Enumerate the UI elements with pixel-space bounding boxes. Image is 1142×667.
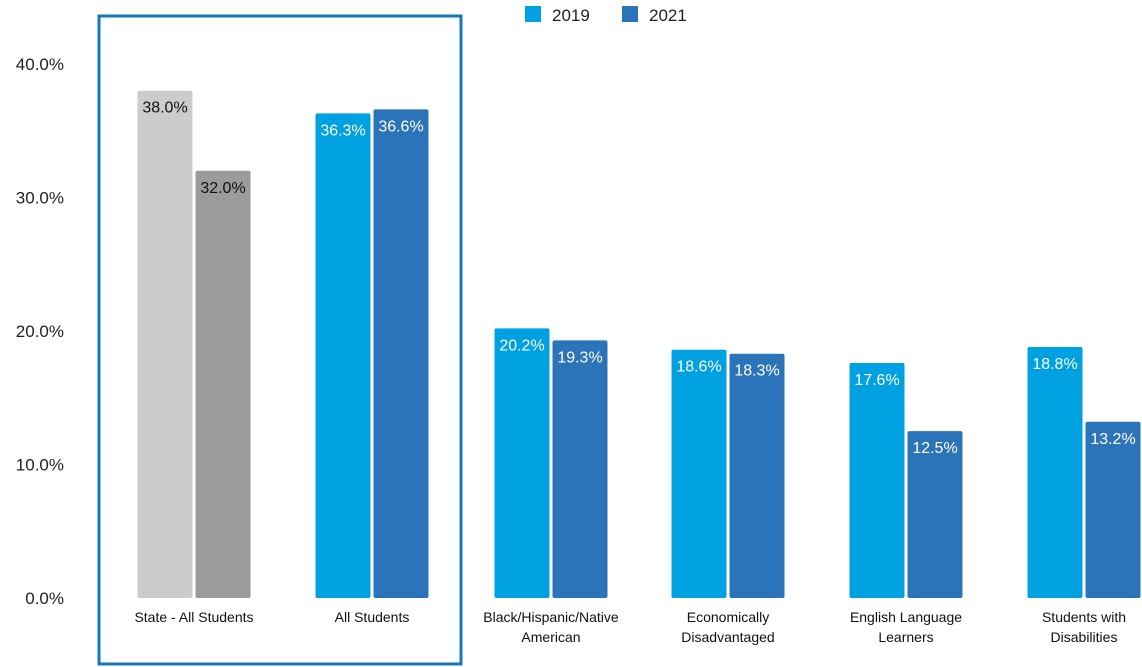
category-label: Students with bbox=[1042, 609, 1126, 625]
category-label: All Students bbox=[335, 609, 410, 625]
legend-swatch bbox=[525, 6, 541, 22]
data-label: 36.6% bbox=[378, 118, 423, 135]
data-label: 18.6% bbox=[676, 359, 721, 376]
bar-2019 bbox=[315, 113, 371, 599]
data-label: 36.3% bbox=[320, 122, 365, 139]
y-tick-label: 10.0% bbox=[16, 456, 64, 475]
y-tick-label: 40.0% bbox=[16, 55, 64, 74]
y-tick-label: 0.0% bbox=[25, 589, 64, 608]
legend: 2019 2021 bbox=[525, 6, 687, 25]
data-label: 18.8% bbox=[1032, 356, 1077, 373]
bars bbox=[137, 90, 1141, 599]
bar-2021 bbox=[729, 353, 785, 598]
bar-2021 bbox=[907, 431, 963, 598]
bar-2021 bbox=[195, 170, 251, 599]
data-label: 12.5% bbox=[912, 440, 957, 457]
bar-2019 bbox=[1027, 347, 1083, 598]
category-label: Learners bbox=[878, 629, 933, 645]
data-label: 32.0% bbox=[200, 180, 245, 197]
category-label: American bbox=[521, 629, 580, 645]
bar-2021 bbox=[1085, 421, 1141, 598]
category-label: Economically bbox=[687, 609, 769, 625]
category-label: English Language bbox=[850, 609, 962, 625]
highlight-box bbox=[97, 14, 463, 666]
data-label: 20.2% bbox=[499, 337, 544, 354]
bar-2021 bbox=[552, 340, 608, 598]
data-label: 38.0% bbox=[142, 100, 187, 117]
bar-2019 bbox=[671, 349, 727, 598]
data-label: 13.2% bbox=[1090, 431, 1135, 448]
bar-2019 bbox=[137, 90, 193, 598]
data-label: 19.3% bbox=[557, 349, 602, 366]
category-label: Disabilities bbox=[1051, 629, 1118, 645]
category-label: State - All Students bbox=[134, 609, 253, 625]
y-tick-label: 30.0% bbox=[16, 189, 64, 208]
legend-swatch bbox=[622, 6, 638, 22]
data-label: 18.3% bbox=[734, 363, 779, 380]
bar-2019 bbox=[849, 363, 905, 598]
category-label: Disadvantaged bbox=[681, 629, 774, 645]
data-labels: 38.0% 32.0% 36.3% 36.6% 20.2% 19.3% 18.6% 18.3%… bbox=[142, 100, 1135, 457]
legend-label: 2019 bbox=[552, 6, 590, 25]
y-tick-label: 20.0% bbox=[16, 322, 64, 341]
bar-2021 bbox=[373, 109, 429, 598]
category-label: Black/Hispanic/Native bbox=[483, 609, 619, 625]
y-axis: 0.0% 10.0% 20.0% 30.0% 40.0% bbox=[16, 55, 64, 608]
legend-label: 2021 bbox=[649, 6, 687, 25]
bar-2019 bbox=[494, 328, 550, 598]
x-axis-categories: State - All Students All Students Black/Hi… bbox=[134, 609, 1126, 645]
data-label: 17.6% bbox=[854, 372, 899, 389]
